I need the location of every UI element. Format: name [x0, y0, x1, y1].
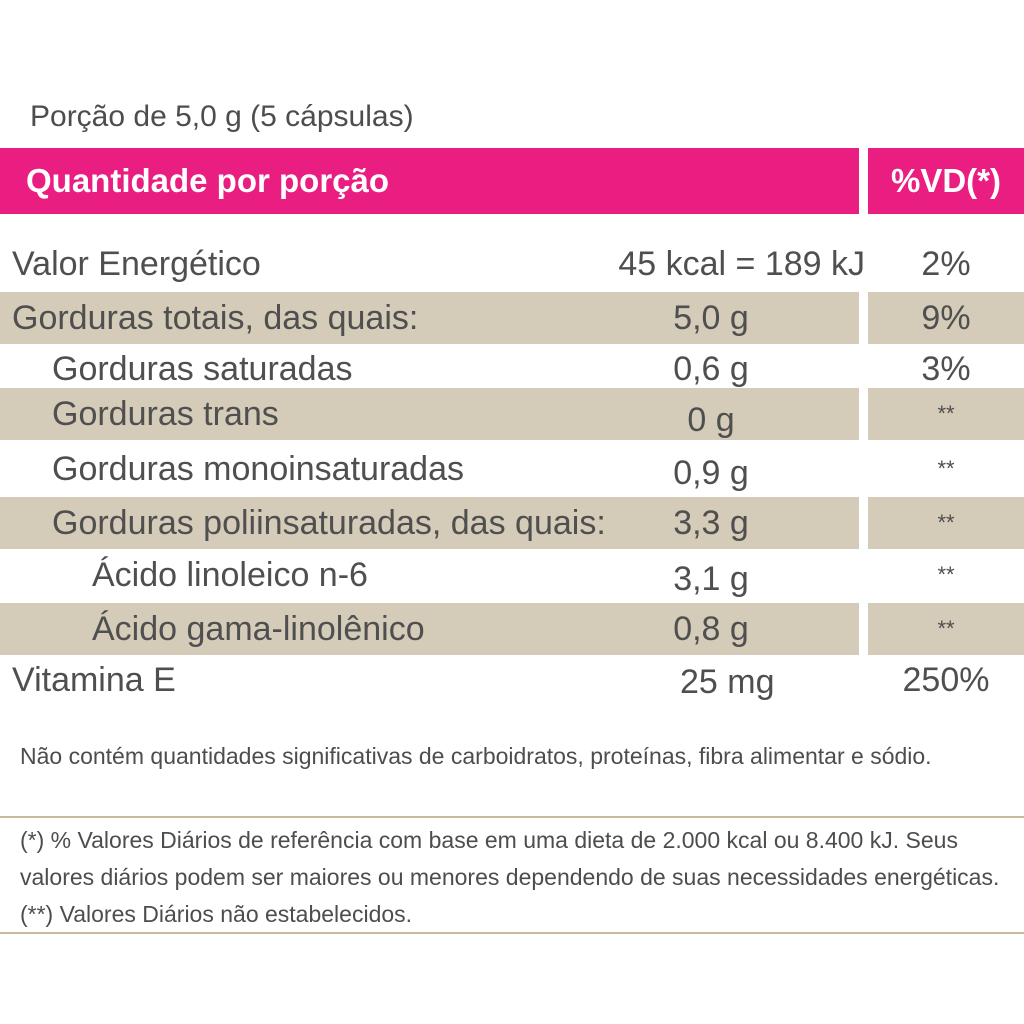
row-label: Gorduras saturadas [52, 349, 353, 388]
row-label: Gorduras monoinsaturadas [52, 449, 465, 488]
row-label: Gorduras trans [52, 394, 279, 433]
table-row-monounsaturated-fat: Gorduras monoinsaturadas 0,9 g ** [0, 443, 1024, 495]
row-amount: 3,3 g [673, 503, 749, 542]
row-vd: 2% [921, 244, 971, 283]
row-vd: 3% [921, 349, 971, 388]
row-amount: 25 mg [680, 662, 775, 701]
table-row-saturated-fat: Gorduras saturadas 0,6 g 3% [0, 343, 1024, 395]
table-row-gamma-linolenic-acid: Ácido gama-linolênico 0,8 g ** [0, 603, 1024, 655]
table-row-polyunsaturated-fat: Gorduras poliinsaturadas, das quais: 3,3… [0, 497, 1024, 549]
row-amount: 3,1 g [673, 559, 749, 598]
row-vd: ** [937, 510, 955, 535]
header-vd: %VD(*) [868, 148, 1024, 214]
row-vd: ** [937, 456, 955, 481]
row-amount: 0,9 g [673, 453, 749, 492]
row-vd: ** [937, 401, 955, 426]
header-quantity: Quantidade por porção [0, 148, 859, 214]
footnote-box: (*) % Valores Diários de referência com … [0, 816, 1024, 934]
row-vd: 250% [902, 660, 990, 699]
row-amount: 0,6 g [673, 349, 749, 388]
portion-size: Porção de 5,0 g (5 cápsulas) [30, 100, 414, 133]
row-label: Valor Energético [12, 244, 261, 283]
row-amount: 5,0 g [673, 298, 749, 337]
row-label: Vitamina E [12, 660, 176, 699]
row-vd: 9% [921, 298, 971, 337]
row-label: Ácido linoleico n-6 [92, 555, 368, 594]
footnote-text: (*) % Valores Diários de referência com … [20, 827, 1000, 927]
row-amount: 0,8 g [673, 609, 749, 648]
table-row-vitamin-e: Vitamina E 25 mg 250% [0, 654, 1024, 706]
row-label: Gorduras totais, das quais: [12, 298, 419, 337]
row-vd: ** [937, 562, 955, 587]
row-label: Gorduras poliinsaturadas, das quais: [52, 503, 606, 542]
not-contains-note: Não contém quantidades significativas de… [20, 743, 932, 769]
row-amount: 0 g [687, 400, 735, 439]
table-row-trans-fat: Gorduras trans 0 g ** [0, 388, 1024, 440]
row-vd: ** [937, 616, 955, 641]
row-label: Ácido gama-linolênico [92, 609, 425, 648]
row-amount: 45 kcal = 189 kJ [618, 244, 865, 283]
table-row-energy: Valor Energético 45 kcal = 189 kJ 2% [0, 238, 1024, 290]
table-row-linoleic-acid: Ácido linoleico n-6 3,1 g ** [0, 549, 1024, 601]
table-row-total-fat: Gorduras totais, das quais: 5,0 g 9% [0, 292, 1024, 344]
